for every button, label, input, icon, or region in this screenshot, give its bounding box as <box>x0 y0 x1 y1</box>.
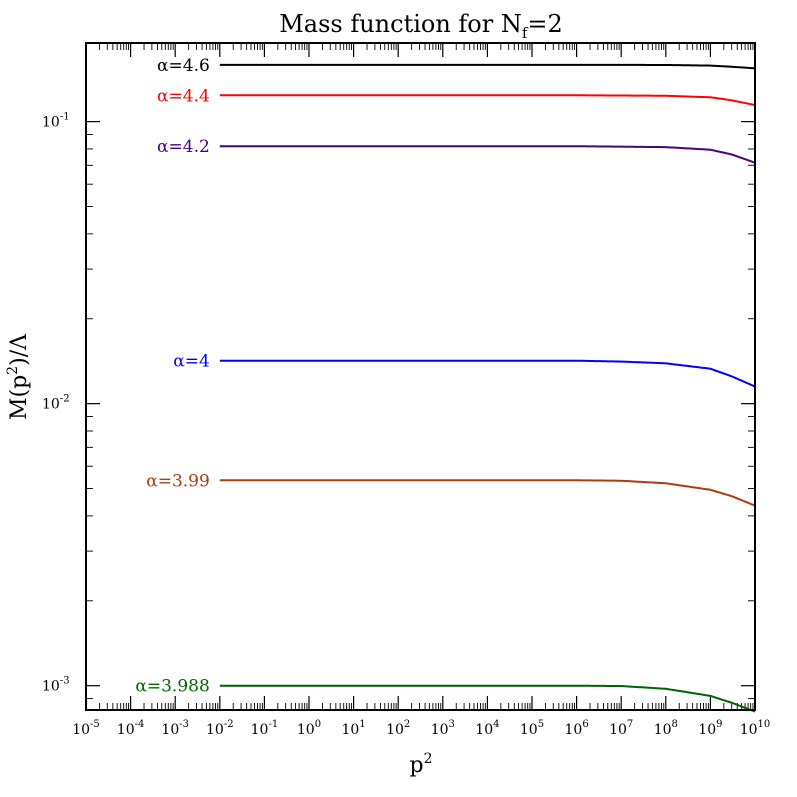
y-tick-label-base: 10 <box>42 115 60 131</box>
x-tick-label-base: 10 <box>117 722 135 738</box>
x-tick-label: 106 <box>564 719 588 738</box>
x-tick-label: 109 <box>698 719 722 738</box>
x-tick-label-exp: 7 <box>627 719 633 730</box>
x-tick-label-exp: 5 <box>538 719 544 730</box>
x-tick-label-base: 10 <box>251 722 269 738</box>
y-tick-label: 10-1 <box>42 112 70 131</box>
x-tick-label: 1010 <box>740 719 771 738</box>
y-tick-label-exp: -2 <box>60 394 70 405</box>
x-tick-label-base: 10 <box>475 722 493 738</box>
x-tick-label: 104 <box>475 719 499 738</box>
y-axis-label-sup: 2 <box>5 366 21 375</box>
x-tick-label-base: 10 <box>341 722 359 738</box>
x-tick-label-exp: 1 <box>359 719 365 730</box>
series-line-2 <box>219 145 756 164</box>
series-line-4 <box>219 479 756 507</box>
y-tick-label-base: 10 <box>42 397 60 413</box>
x-tick-label-base: 10 <box>654 722 672 738</box>
series-label-4: α=3.99 <box>146 471 210 491</box>
x-tick-label: 100 <box>297 719 321 738</box>
x-tick-label-exp: -3 <box>179 719 189 730</box>
x-tick-label: 10-3 <box>161 719 189 738</box>
x-tick-label: 105 <box>520 719 544 738</box>
y-axis-label-suffix: )/Λ <box>7 333 32 366</box>
x-axis-label: p2 <box>409 751 432 778</box>
x-tick-label-exp: -1 <box>268 719 278 730</box>
x-tick-label-exp: 8 <box>672 719 678 730</box>
x-tick-label-exp: -5 <box>90 719 100 730</box>
chart-title-main: Mass function for N <box>279 10 522 38</box>
series-lines: α=4.6 α=4.4 α=4.2 α=4 α=3.99 α=3.988 <box>135 56 756 713</box>
x-tick-label-base: 10 <box>386 722 404 738</box>
chart-title-sub: f <box>522 24 529 42</box>
x-tick-label-exp: -2 <box>224 719 234 730</box>
x-tick-label: 103 <box>431 719 455 738</box>
series-label-1: α=4.4 <box>157 86 210 106</box>
series-label-5: α=3.988 <box>135 677 209 697</box>
series-line-1 <box>219 94 756 107</box>
x-tick-label-exp: 4 <box>493 719 499 730</box>
x-tick-label-base: 10 <box>520 722 538 738</box>
x-axis-label-sup: 2 <box>424 751 433 767</box>
y-tick-label-exp: -1 <box>60 112 70 123</box>
series-label-3: α=4 <box>173 352 210 372</box>
chart-title-suffix: =2 <box>527 10 562 38</box>
x-tick-label-base: 10 <box>297 722 315 738</box>
y-tick-label: 10-3 <box>42 676 70 695</box>
series-label-2: α=4.2 <box>157 137 210 157</box>
x-tick-label: 10-4 <box>117 719 145 738</box>
chart-title: Mass function for Nf=2 <box>279 10 563 42</box>
y-tick-label: 10-2 <box>42 394 70 413</box>
x-tick-label-base: 10 <box>72 722 90 738</box>
y-axis-ticks: 10-310-210-1 <box>42 112 755 700</box>
y-axis-label-main: M(p <box>7 375 32 420</box>
x-tick-label-exp: 2 <box>404 719 410 730</box>
series-line-3 <box>219 359 756 388</box>
x-axis-ticks: 10-5 10-4 10-3 10-2 10-1 100 101 102 103 104 105 10… <box>72 43 770 738</box>
x-tick-label: 107 <box>609 719 633 738</box>
x-tick-label-exp: -4 <box>135 719 145 730</box>
x-tick-label-base: 10 <box>206 722 224 738</box>
x-tick-label-base: 10 <box>431 722 449 738</box>
x-tick-label-base: 10 <box>609 722 627 738</box>
x-tick-label-base: 10 <box>564 722 582 738</box>
y-axis-label: M(p2)/Λ <box>5 333 32 420</box>
x-tick-label-base: 10 <box>740 722 758 738</box>
x-tick-label-base: 10 <box>161 722 179 738</box>
x-tick-label: 10-2 <box>206 719 234 738</box>
y-tick-label-base: 10 <box>42 679 60 695</box>
x-tick-label: 101 <box>341 719 365 738</box>
x-tick-label-exp: 6 <box>582 719 588 730</box>
x-tick-label-base: 10 <box>698 722 716 738</box>
series-line-0 <box>219 63 756 70</box>
plot-frame <box>85 42 756 711</box>
x-tick-label: 102 <box>386 719 410 738</box>
x-tick-label-exp: 10 <box>758 719 771 730</box>
x-tick-label: 10-5 <box>72 719 100 738</box>
series-label-0: α=4.6 <box>157 56 210 76</box>
series-line-5 <box>219 684 756 713</box>
x-tick-label-exp: 0 <box>315 719 321 730</box>
x-tick-label-exp: 9 <box>716 719 722 730</box>
x-tick-label: 108 <box>654 719 678 738</box>
x-tick-label: 10-1 <box>251 719 279 738</box>
y-tick-label-exp: -3 <box>60 676 70 687</box>
x-axis-label-main: p <box>409 753 423 778</box>
x-tick-label-exp: 3 <box>449 719 455 730</box>
